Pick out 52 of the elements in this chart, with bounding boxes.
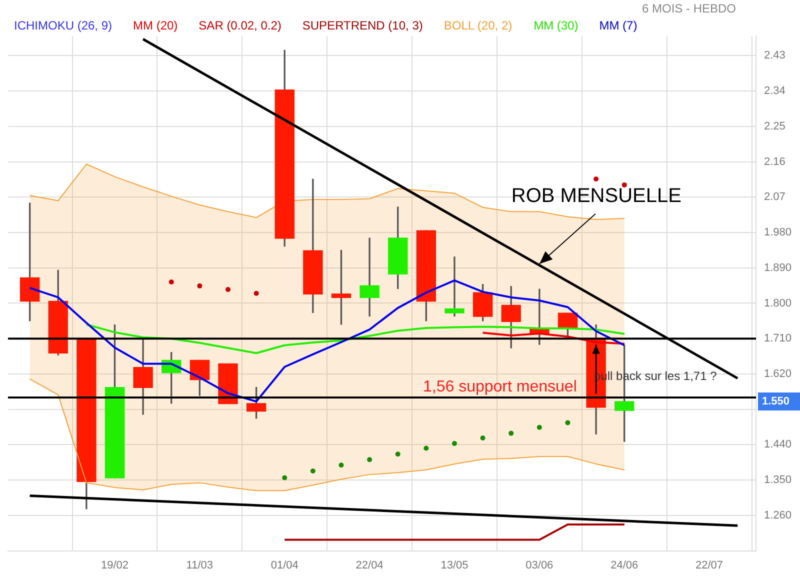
text: SAR (0.02, 0.2)	[198, 18, 282, 32]
point	[565, 420, 570, 426]
text: MM (30)	[534, 18, 578, 32]
candlestick	[444, 256, 464, 317]
point	[395, 452, 400, 457]
y-tick-label: 1.620	[764, 368, 792, 380]
x-tick-label: 13/05	[440, 559, 468, 572]
legend-label: ICHIMOKU (26, 9)	[14, 18, 112, 32]
x-tick-label: 22/04	[356, 559, 384, 572]
x-tick-label: 19/02	[100, 559, 128, 572]
y-tick-label: 1.710	[764, 332, 792, 345]
annotation: ROB MENSUELLE	[511, 184, 682, 207]
text: SUPERTREND (10, 3)	[302, 18, 423, 32]
y-tick-label: 1.800	[764, 297, 792, 310]
x-tick-label: 11/03	[186, 559, 214, 572]
point	[508, 430, 514, 436]
text: 1.550	[762, 396, 790, 408]
point	[338, 462, 344, 468]
y-tick-label: 2.07	[764, 191, 786, 204]
text: MM (7)	[599, 18, 638, 32]
y-tick-label: 2.25	[764, 120, 786, 132]
point	[282, 475, 288, 480]
point	[168, 280, 174, 285]
y-tick-label: 1.260	[764, 509, 792, 522]
y-tick-label: 1.350	[764, 474, 792, 486]
candlestick	[218, 363, 238, 404]
y-tick-label: 1.980	[764, 226, 792, 239]
candlestick	[360, 238, 380, 317]
chart-subtitle: 6 MOIS - HEBDO	[642, 1, 736, 16]
point	[367, 457, 372, 462]
x-tick-label: 22/07	[696, 559, 724, 572]
text: BOLL (20, 2)	[444, 18, 512, 32]
text: MM (20)	[133, 18, 178, 32]
x-tick-label: 24/06	[610, 559, 638, 572]
point	[480, 436, 486, 441]
point	[310, 468, 316, 474]
y-tick-label: 2.43	[764, 50, 786, 62]
y-tick-label: 1.440	[764, 438, 792, 451]
point	[197, 283, 202, 288]
point	[424, 446, 429, 451]
y-tick-label: 2.16	[764, 156, 786, 168]
y-tick-label: 2.34	[764, 85, 786, 98]
x-tick-label: 03/06	[526, 559, 554, 572]
x-tick-label: 01/04	[270, 559, 298, 572]
point	[254, 290, 259, 296]
point	[622, 182, 627, 188]
ref-line-label: 1,56 support mensuel	[423, 378, 577, 396]
point	[452, 441, 457, 446]
point	[536, 424, 542, 430]
point	[225, 286, 230, 292]
point	[594, 176, 599, 182]
y-tick-label: 1.890	[764, 262, 792, 274]
